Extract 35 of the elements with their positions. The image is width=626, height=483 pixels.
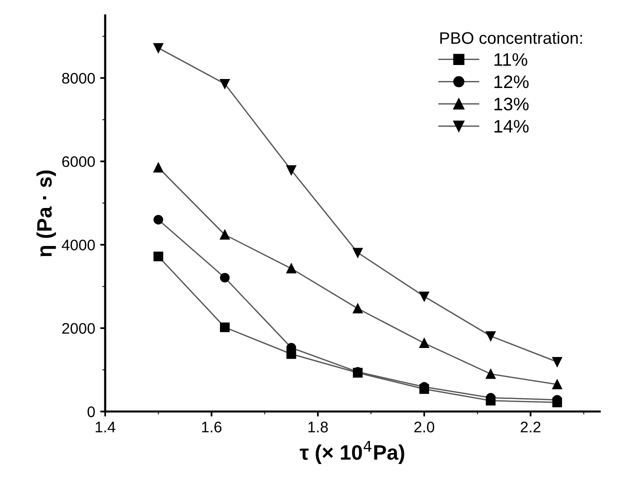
x-tick-label: 1.8 (308, 422, 328, 432)
point (352, 248, 363, 258)
point (153, 162, 164, 172)
point (220, 322, 230, 332)
point (552, 380, 562, 390)
point (220, 78, 230, 89)
point (419, 292, 430, 302)
point (153, 43, 164, 53)
point (419, 338, 430, 348)
x-axis-title: τ (× 10$^{4}$Pa) (300, 441, 404, 464)
point (286, 264, 296, 274)
point (486, 369, 496, 379)
point (486, 331, 496, 341)
point (220, 230, 230, 240)
x-tick-label: 2.2 (520, 422, 540, 432)
x-tick-label: 2.0 (414, 422, 434, 432)
y-tick-label: 2000 (62, 323, 95, 334)
legend-label: 13% (494, 98, 529, 110)
legend-title: PBO concentration: (440, 32, 582, 44)
point (286, 165, 296, 175)
point (552, 357, 562, 367)
x-tick-label: 1.4 (96, 422, 116, 432)
x-tick-label: 1.6 (202, 422, 222, 432)
point (153, 214, 164, 225)
point (352, 304, 363, 314)
point (220, 272, 230, 283)
legend-label: 14% (494, 120, 529, 133)
y-tick-label: 8000 (62, 72, 95, 84)
point (153, 252, 164, 262)
y-axis-title: η (Pa · s) (36, 170, 56, 256)
y-tick-label: 0 (88, 406, 95, 418)
y-tick-label: 4000 (62, 240, 95, 250)
y-tick-label: 6000 (62, 156, 95, 168)
legend-label: 11% (494, 53, 528, 66)
legend-label: 12% (494, 75, 529, 88)
